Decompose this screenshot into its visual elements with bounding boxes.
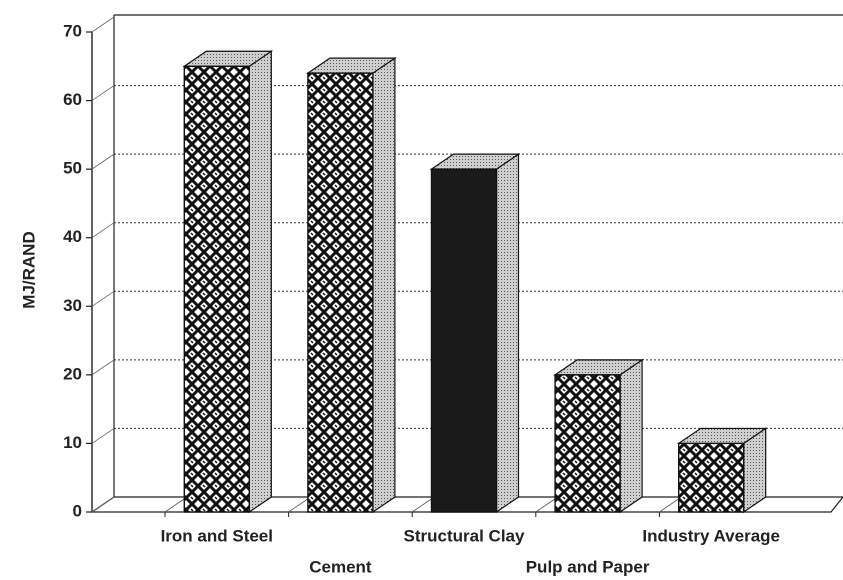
wall-tick xyxy=(91,16,115,33)
y-tick-label: 30 xyxy=(63,296,82,315)
wall-tick xyxy=(91,496,115,513)
bar-side xyxy=(248,50,272,514)
wall-tick xyxy=(91,428,115,444)
x-tick-label: Cement xyxy=(309,557,372,576)
bar-side xyxy=(495,153,520,514)
floor-divider xyxy=(411,496,435,513)
wall-tick xyxy=(91,359,115,376)
y-tick-label: 50 xyxy=(63,159,82,178)
x-tick-label: Structural Clay xyxy=(404,526,525,545)
y-tick-label: 70 xyxy=(63,21,82,40)
y-tick-label: 10 xyxy=(63,433,82,452)
wall-tick xyxy=(91,85,115,101)
bar-side xyxy=(372,57,396,514)
x-tick-label: Industry Average xyxy=(642,526,780,545)
x-tick-label: Pulp and Paper xyxy=(526,557,650,576)
floor-divider xyxy=(535,496,559,513)
wall-tick xyxy=(91,222,115,239)
wall-tick xyxy=(91,290,115,307)
y-tick-label: 40 xyxy=(63,227,82,246)
x-tick-label: Iron and Steel xyxy=(161,526,273,545)
y-axis-label: MJ/RAND xyxy=(19,231,38,308)
floor-divider xyxy=(164,496,188,513)
bar xyxy=(307,72,374,513)
y-tick-label: 0 xyxy=(73,501,82,520)
bar xyxy=(183,65,251,513)
bar-side xyxy=(619,358,643,514)
y-tick-label: 20 xyxy=(63,364,82,383)
bar xyxy=(430,168,498,513)
floor-divider xyxy=(659,496,682,513)
y-tick-label: 60 xyxy=(63,90,82,109)
floor-divider xyxy=(288,496,311,513)
bar xyxy=(678,442,745,513)
wall-tick xyxy=(91,153,115,170)
bar xyxy=(554,374,621,513)
